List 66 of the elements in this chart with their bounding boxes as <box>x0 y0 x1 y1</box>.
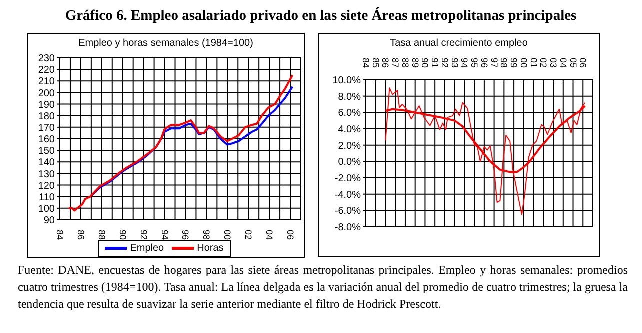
x-tick-label: 87 <box>390 58 401 68</box>
y-tick-label: 2.0% <box>338 140 362 152</box>
x-tick-label: 88 <box>96 230 107 240</box>
y-tick-label: 4.0% <box>338 124 362 136</box>
x-tick-label: 96 <box>180 230 191 240</box>
x-tick-label: 99 <box>509 58 520 68</box>
x-tick-label: 84 <box>55 230 65 240</box>
x-tick-label: 94 <box>160 230 170 240</box>
x-tick-label: 84 <box>361 58 371 68</box>
y-tick-label: 130 <box>38 169 56 180</box>
x-tick-label: 04 <box>558 58 568 68</box>
legend-label: Empleo <box>130 243 164 254</box>
x-tick-label: 98 <box>499 58 510 68</box>
x-tick-label: 97 <box>489 58 500 68</box>
y-tick-label: 10.0% <box>332 76 362 87</box>
y-tick-label: 200 <box>38 88 56 100</box>
x-tick-label: 86 <box>76 230 86 240</box>
y-tick-label: 160 <box>38 134 56 146</box>
x-tick-label: 86 <box>380 58 391 68</box>
x-tick-label: 90 <box>420 58 430 68</box>
y-tick-label: 220 <box>38 65 56 76</box>
x-tick-label: 88 <box>400 58 410 68</box>
x-tick-label: 94 <box>460 58 470 68</box>
chart-title: Tasa anual crecimiento empleo <box>389 38 529 49</box>
y-tick-label: 8.0% <box>338 92 362 103</box>
y-tick-label: 0.0% <box>338 157 362 168</box>
y-tick-label: 170 <box>38 122 56 134</box>
x-tick-label: 06 <box>578 58 588 68</box>
y-tick-label: 6.0% <box>338 108 362 120</box>
source-note: Fuente: DANE, encuestas de hogares para las siete áreas metropolitanas principales. Empleo y horas semanales: promedios cuatro trimestres (1984=100). Tasa anual: La línea delgada es la variación anual del promedio de cuatro trimestres; la gruesa la tendencia que resulta de suavizar la serie anterior mediante el filtro de Hodrick Prescott. <box>18 262 628 313</box>
x-tick-label: 93 <box>450 58 460 68</box>
x-tick-label: 06 <box>286 230 296 240</box>
y-tick-label: 150 <box>38 146 56 158</box>
y-tick-label: 140 <box>38 158 56 169</box>
y-tick-label: 90 <box>44 216 56 227</box>
x-tick-label: 00 <box>518 58 529 68</box>
y-tick-label: 120 <box>38 180 56 192</box>
y-tick-label: 210 <box>38 76 56 88</box>
x-tick-label: 91 <box>430 58 440 68</box>
x-tick-label: 04 <box>264 230 275 240</box>
x-tick-label: 03 <box>548 58 559 68</box>
x-tick-label: 02 <box>538 58 549 68</box>
y-tick-label: -6.0% <box>334 206 362 218</box>
x-tick-label: 05 <box>568 58 578 68</box>
y-tick-label: -8.0% <box>334 222 362 234</box>
x-tick-label: 00 <box>222 230 233 240</box>
x-tick-label: 90 <box>118 230 128 240</box>
text: Gráfico 6. Empleo asalariado privado en las siete Áreas metropolitanas principales <box>64 8 578 25</box>
x-tick-label: 01 <box>528 58 539 68</box>
y-tick-label: 180 <box>38 111 56 122</box>
chart-title: Empleo y horas semanales (1984=100) <box>78 38 254 49</box>
x-tick-label: 96 <box>479 58 490 68</box>
y-tick-label: 190 <box>38 100 56 111</box>
x-tick-label: 85 <box>370 58 381 68</box>
x-tick-label: 92 <box>440 58 450 68</box>
y-tick-label: 230 <box>38 54 56 65</box>
y-tick-label: -2.0% <box>334 174 362 185</box>
x-tick-label: 89 <box>410 58 420 68</box>
x-tick-label: 92 <box>138 230 149 240</box>
y-tick-label: -4.0% <box>334 190 362 201</box>
x-tick-label: 02 <box>244 230 254 240</box>
x-tick-label: 98 <box>202 230 212 240</box>
legend-label: Horas <box>197 243 224 254</box>
y-tick-label: 110 <box>39 192 56 204</box>
y-tick-label: 100 <box>38 204 56 215</box>
x-tick-label: 95 <box>470 58 480 68</box>
